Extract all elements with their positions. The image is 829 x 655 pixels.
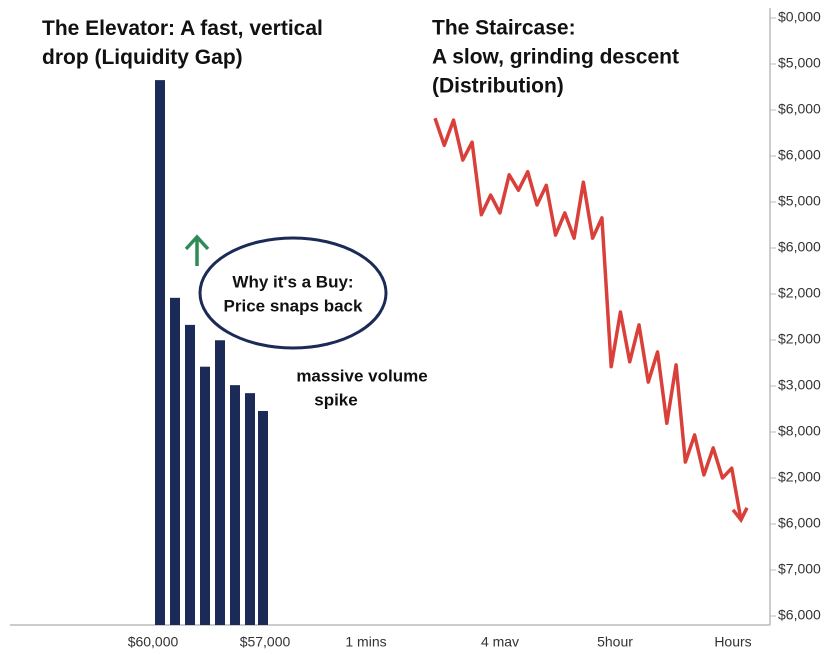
x-tick-label: 5hour [597,634,633,650]
x-tick-label: Hours [714,634,751,650]
price-line [433,117,743,521]
y-tick-label: $6,000 [778,147,821,163]
y-tick-label: $5,000 [778,193,821,209]
chart-title: The Elevator: A fast, vertical drop (Liqu… [42,17,323,69]
y-tick-label: $0,000 [778,9,821,25]
y-tick-label: $5,000 [778,55,821,71]
y-tick-label: $2,000 [778,469,821,485]
bar [258,410,268,625]
arrow-head [731,507,749,524]
x-tick-label: 1 mins [345,634,386,650]
x-tick-label: 4 mav [481,634,519,650]
callout-text: Why it's a Buy: [232,272,353,291]
title-line: drop (Liquidity Gap) [42,46,243,69]
chart-title: A slow, grinding descent [432,46,679,69]
y-tick-label: $6,000 [778,515,821,531]
y-tick-label: $7,000 [778,561,821,577]
y-tick-label: $8,000 [778,423,821,439]
bar [245,393,255,625]
y-tick-label: $2,000 [778,285,821,301]
annotation: spike [314,390,357,409]
bar [215,340,225,625]
y-tick-label: $6,000 [778,101,821,117]
y-tick-label: $6,000 [778,239,821,255]
x-tick-label: $57,000 [240,634,291,650]
chart-title: (Distribution) [432,75,564,98]
callout-ellipse [198,236,388,350]
y-tick-label: $2,000 [778,331,821,347]
chart-title: The Staircase: [432,17,576,40]
bar [185,324,195,625]
y-tick-label: $3,000 [778,377,821,393]
bar [155,80,165,626]
bar [230,385,240,625]
bar [200,366,210,625]
callout-text: Price snaps back [224,296,363,315]
x-tick-label: $60,000 [128,634,179,650]
title-line: The Elevator: A fast, vertical [42,17,323,40]
bar [170,297,180,625]
annotation: massive volume [296,366,427,385]
y-tick-label: $6,000 [778,607,821,623]
up-arrow [184,234,210,266]
